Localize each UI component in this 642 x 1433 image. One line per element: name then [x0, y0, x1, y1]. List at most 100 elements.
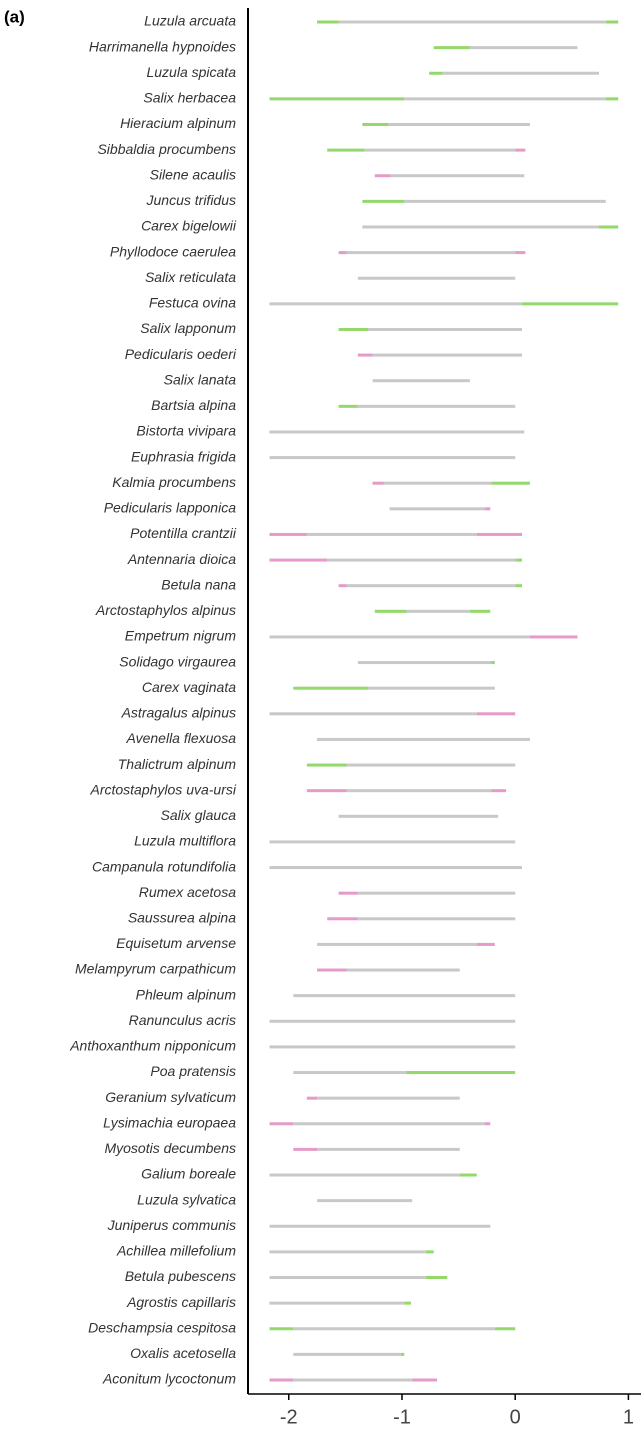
species-label: Sibbaldia procumbens: [97, 141, 236, 157]
range-segment: [269, 1173, 460, 1177]
range-segment: [412, 1378, 438, 1382]
range-segment: [269, 430, 525, 434]
range-segment: [406, 1071, 516, 1075]
range-segment: [293, 686, 369, 690]
range-segment: [442, 71, 599, 75]
range-segment: [383, 481, 492, 485]
range-segment: [317, 942, 477, 946]
range-segment: [346, 251, 516, 255]
species-label: Melampyrum carpathicum: [75, 961, 236, 977]
range-segment: [293, 1071, 407, 1075]
species-label: Avenella flexuosa: [126, 730, 237, 746]
range-segment: [269, 1250, 426, 1254]
species-label: Bartsia alpina: [151, 397, 236, 413]
species-label: Lysimachia europaea: [103, 1114, 236, 1130]
range-segment: [605, 20, 619, 24]
range-segment: [269, 1122, 294, 1126]
range-segment: [327, 917, 358, 921]
species-label: Thalictrum alpinum: [118, 756, 237, 772]
range-segment: [269, 532, 307, 536]
range-segment: [368, 686, 495, 690]
range-segment: [515, 558, 522, 562]
range-segment: [317, 968, 347, 972]
range-segment: [605, 97, 619, 101]
species-label: Myosotis decumbens: [104, 1140, 236, 1156]
range-segment: [491, 481, 530, 485]
species-label: Galium boreale: [141, 1166, 236, 1182]
range-segment: [269, 866, 522, 870]
species-label: Deschampsia cespitosa: [88, 1319, 236, 1335]
range-segment: [389, 507, 485, 511]
range-segment: [521, 302, 619, 306]
range-segment: [293, 994, 516, 998]
range-segment: [338, 584, 347, 588]
range-segment: [374, 174, 391, 178]
range-segment: [306, 532, 477, 536]
range-segment: [338, 404, 358, 408]
range-segment: [425, 1276, 448, 1280]
range-segment: [390, 174, 525, 178]
species-label: Salix lapponum: [140, 320, 236, 336]
range-segment: [362, 122, 389, 126]
species-label: Rumex acetosa: [139, 884, 236, 900]
range-segment: [406, 609, 470, 613]
range-segment: [459, 1173, 477, 1177]
range-segment: [362, 225, 599, 229]
species-label: Pedicularis lapponica: [104, 500, 237, 516]
species-label: Carex bigelowii: [141, 218, 237, 234]
range-segment: [404, 97, 606, 101]
species-label: Euphrasia frigida: [131, 448, 236, 464]
range-segment: [515, 148, 526, 152]
species-label: Campanula rotundifolia: [92, 858, 236, 874]
species-label: Luzula arcuata: [144, 13, 236, 29]
species-label: Harrimanella hypnoides: [89, 38, 236, 54]
range-segment: [269, 1378, 294, 1382]
range-segment: [476, 942, 495, 946]
species-label: Luzula multiflora: [134, 833, 236, 849]
range-segment: [317, 1199, 413, 1203]
range-segment: [364, 148, 516, 152]
range-segment: [327, 558, 516, 562]
range-segment: [494, 1327, 516, 1331]
range-segment: [269, 97, 405, 101]
species-label: Anthoxanthum nipponicum: [69, 1038, 236, 1054]
species-label: Astragalus alpinus: [121, 705, 236, 721]
range-segment: [357, 891, 516, 895]
range-segment: [529, 635, 578, 639]
range-segment: [269, 302, 522, 306]
range-segment: [368, 327, 522, 331]
range-segment: [317, 1147, 460, 1151]
range-segment: [357, 276, 516, 280]
species-label: Achillea millefolium: [116, 1243, 236, 1259]
range-segment: [491, 661, 495, 665]
range-segment: [338, 251, 347, 255]
range-segment: [306, 1096, 318, 1100]
species-label: Arctostaphylos uva-ursi: [89, 781, 236, 797]
range-segment: [515, 584, 522, 588]
species-label: Salix glauca: [161, 807, 237, 823]
range-segment: [269, 1224, 491, 1228]
range-segment: [293, 1378, 413, 1382]
species-label: Pedicularis oederi: [125, 346, 237, 362]
range-segment: [484, 507, 491, 511]
range-segment: [327, 148, 365, 152]
range-segment: [374, 609, 407, 613]
range-segment: [338, 891, 358, 895]
species-label: Salix lanata: [164, 371, 237, 387]
species-label: Ranunculus acris: [129, 1012, 236, 1028]
species-label: Festuca ovina: [149, 295, 236, 311]
species-label: Equisetum arvense: [116, 935, 236, 951]
species-label: Silene acaulis: [150, 166, 236, 182]
range-segment: [293, 1122, 485, 1126]
species-label: Poa pratensis: [150, 1063, 236, 1079]
species-label: Juniperus communis: [107, 1217, 236, 1233]
range-segment: [372, 379, 470, 383]
range-segment: [306, 789, 347, 793]
range-segment: [484, 1122, 491, 1126]
species-label: Carex vaginata: [142, 679, 236, 695]
species-label: Antennaria dioica: [127, 551, 236, 567]
range-segment: [476, 532, 522, 536]
species-label: Agrostis capillaris: [126, 1294, 236, 1310]
range-segment: [293, 1327, 495, 1331]
species-label: Oxalis acetosella: [130, 1345, 236, 1361]
